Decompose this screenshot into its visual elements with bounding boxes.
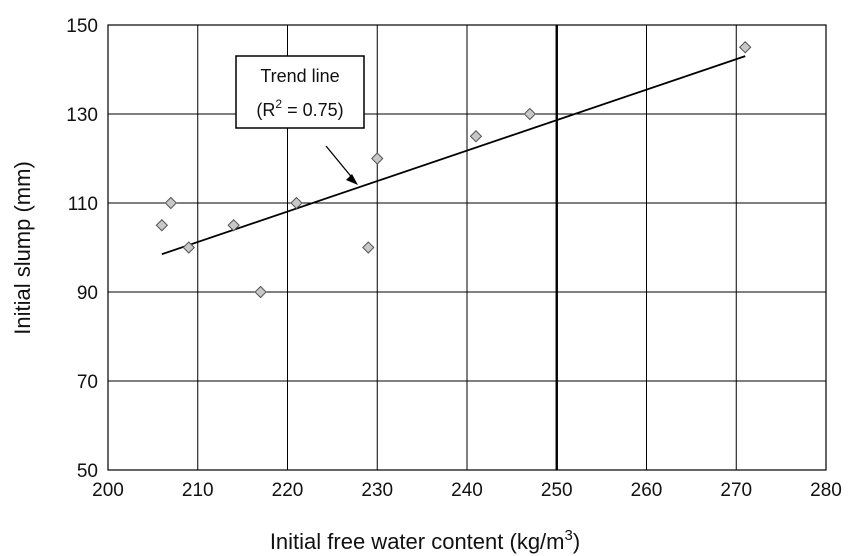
x-tick-label: 220	[272, 480, 304, 501]
y-tick-label: 90	[77, 283, 98, 304]
tick-labels: 200 210 220 230 240 250 260 270 280 50 70 90 110 130 1…	[66, 16, 842, 501]
trend-line	[161, 55, 746, 256]
x-tick-label: 280	[810, 480, 842, 501]
data-point	[227, 219, 240, 232]
grid-lines	[107, 24, 827, 471]
trend-annotation: Trend line (R2 = 0.75)	[235, 55, 365, 185]
y-tick-label: 70	[77, 372, 98, 393]
y-tick-label: 130	[66, 105, 98, 126]
y-tick-label: 110	[68, 194, 98, 215]
y-tick-label: 50	[77, 461, 98, 482]
data-point	[155, 219, 169, 232]
data-point	[469, 130, 483, 143]
annotation-arrowhead	[346, 174, 358, 185]
x-tick-label: 250	[541, 480, 573, 501]
x-tick-label: 200	[92, 480, 124, 501]
data-point	[523, 107, 537, 121]
data-points	[155, 41, 752, 299]
data-point	[371, 152, 384, 165]
x-tick-label: 270	[720, 480, 752, 501]
annotation-line2: (R2 = 0.75)	[256, 97, 343, 120]
data-point	[254, 285, 267, 299]
data-point	[182, 241, 195, 254]
x-tick-label: 260	[631, 480, 663, 501]
annotation-line1: Trend line	[260, 66, 339, 86]
x-axis-title: Initial free water content (kg/m3)	[270, 527, 580, 554]
x-tick-label: 230	[361, 480, 393, 501]
y-axis-title: Initial slump (mm)	[10, 161, 35, 335]
y-tick-label: 150	[66, 16, 98, 37]
data-point	[739, 41, 752, 54]
data-point	[164, 196, 178, 210]
x-tick-label: 210	[182, 480, 214, 501]
annotation-arrow	[325, 145, 355, 181]
data-point	[362, 241, 375, 254]
data-point	[290, 196, 303, 210]
plot-frame	[107, 24, 827, 471]
annotation-box	[235, 55, 365, 129]
x-tick-label: 240	[451, 480, 483, 501]
